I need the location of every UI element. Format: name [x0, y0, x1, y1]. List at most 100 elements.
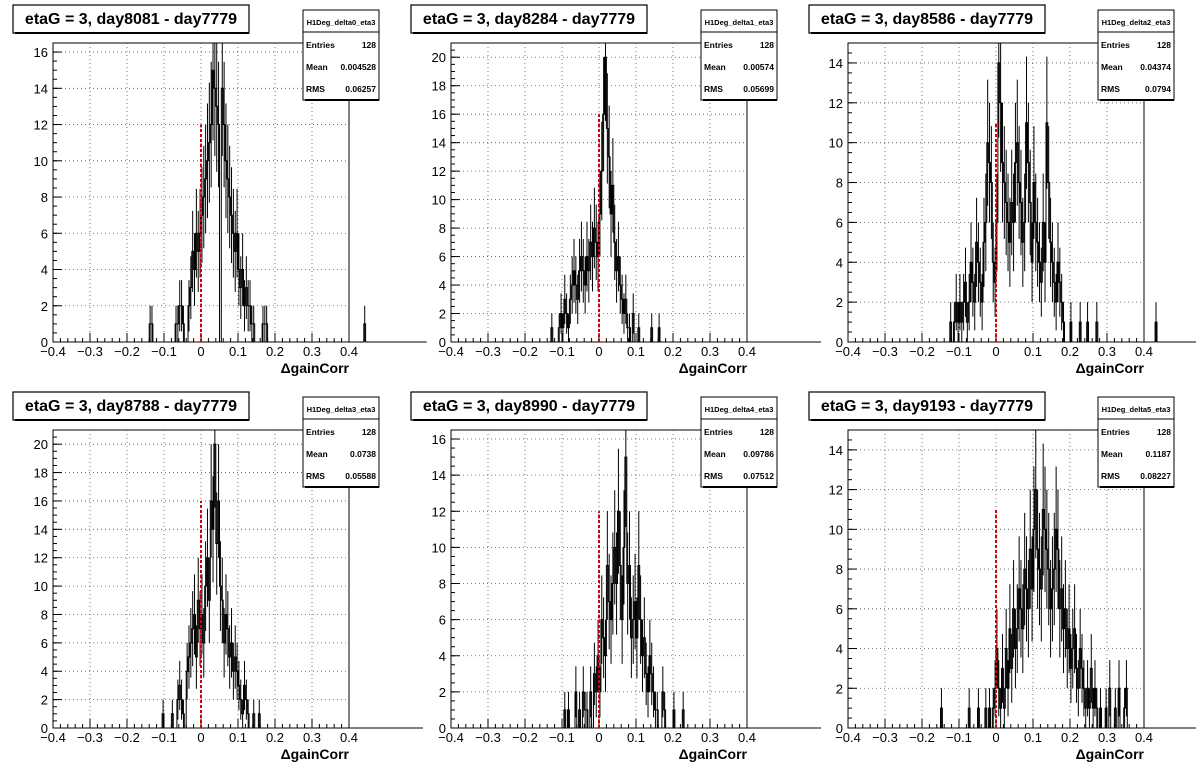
stats-box: H1Deg_delta4_eta3 Entries 128 Mean 0.09786 RM… — [700, 396, 778, 488]
stats-mean-label: Mean — [306, 62, 328, 72]
x-tick-label: −0.4 — [438, 344, 464, 359]
x-tick-label: −0.4 — [835, 344, 861, 359]
y-tick-label: 20 — [34, 437, 48, 452]
x-tick-label: 0.3 — [701, 730, 719, 745]
stats-entries-value: 128 — [1157, 40, 1171, 50]
stats-entries-value: 128 — [362, 40, 376, 50]
y-tick-label: 8 — [836, 562, 843, 577]
y-tick-label: 6 — [439, 613, 446, 628]
x-tick-label: −0.1 — [151, 344, 177, 359]
y-tick-label: 0 — [41, 335, 48, 350]
y-tick-label: 14 — [34, 81, 48, 96]
x-tick-label: 0.4 — [1135, 730, 1153, 745]
stats-entries-label: Entries — [306, 427, 335, 437]
stats-rms-value: 0.07512 — [743, 471, 774, 481]
y-tick-label: 4 — [41, 263, 48, 278]
y-tick-label: 2 — [836, 295, 843, 310]
stats-entries-value: 128 — [362, 427, 376, 437]
x-tick-label: −0.1 — [549, 344, 575, 359]
title-box — [808, 4, 1046, 34]
chart-title: etaG = 3, day8990 - day7779 — [423, 398, 635, 415]
x-tick-label: 0.3 — [1098, 344, 1116, 359]
y-tick-label: 16 — [432, 107, 446, 122]
y-tick-label: 2 — [41, 693, 48, 708]
stats-rms-label: RMS — [704, 84, 723, 94]
chart-panel-5: −0.4 −0.3 −0.2 −0.1 0 0.1 0.2 0.3 0.4 0 2 4 6 8 10 12 14… — [410, 391, 821, 762]
x-tick-label: 0.3 — [701, 344, 719, 359]
stats-mean-value: 0.1187 — [1145, 449, 1171, 459]
y-tick-label: 8 — [439, 577, 446, 592]
y-tick-label: 18 — [34, 466, 48, 481]
x-tick-label: −0.4 — [438, 730, 464, 745]
stats-rms-value: 0.0794 — [1145, 84, 1171, 94]
stats-entries-value: 128 — [1157, 427, 1171, 437]
y-tick-label: 4 — [41, 664, 48, 679]
stats-mean-value: 0.09786 — [743, 449, 774, 459]
y-tick-label: 0 — [836, 335, 843, 350]
stats-entries-value: 128 — [760, 40, 774, 50]
x-axis-label: ΔgainCorr — [1076, 746, 1145, 762]
x-tick-label: −0.1 — [946, 730, 972, 745]
chart-title: etaG = 3, day8788 - day7779 — [25, 398, 237, 415]
y-tick-label: 4 — [439, 649, 446, 664]
x-tick-label: 0 — [595, 730, 602, 745]
chart-panel-4: −0.4 −0.3 −0.2 −0.1 0 0.1 0.2 0.3 0.4 0 2 4 6 8 10 12 14… — [12, 391, 423, 762]
y-tick-label: 8 — [41, 190, 48, 205]
chart-panel-1: −0.4 −0.3 −0.2 −0.1 0 0.1 0.2 0.3 0.4 0 2 4 6 8 10 12 14… — [12, 4, 427, 376]
y-tick-label: 14 — [432, 468, 446, 483]
chart-title: etaG = 3, day9193 - day7779 — [821, 398, 1033, 415]
histogram-series — [848, 43, 1196, 343]
stats-rms-value: 0.06257 — [345, 84, 376, 94]
y-tick-label: 16 — [34, 494, 48, 509]
y-tick-label: 8 — [439, 221, 446, 236]
x-tick-label: −0.3 — [872, 344, 898, 359]
x-axis-label: ΔgainCorr — [281, 746, 350, 762]
x-tick-label: 0.1 — [229, 730, 247, 745]
x-tick-label: 0 — [992, 730, 999, 745]
y-tick-label: 4 — [836, 642, 843, 657]
x-tick-label: 0.2 — [664, 344, 682, 359]
stats-name: H1Deg_delta1_eta3 — [705, 18, 774, 27]
histogram-outline — [451, 56, 821, 343]
y-tick-label: 0 — [439, 335, 446, 350]
y-tick-label: 18 — [432, 79, 446, 94]
stats-box: H1Deg_delta3_eta3 Entries 128 Mean 0.0738 RMS… — [302, 396, 380, 488]
y-tick-label: 0 — [439, 721, 446, 736]
histogram-series — [451, 43, 821, 343]
y-tick-label: 16 — [34, 45, 48, 60]
stats-mean-label: Mean — [306, 449, 328, 459]
stats-name: H1Deg_delta3_eta3 — [307, 405, 376, 414]
x-axis-label: ΔgainCorr — [281, 360, 350, 376]
plot-frame — [52, 42, 350, 343]
title-box — [12, 4, 250, 34]
y-tick-label: 12 — [34, 118, 48, 133]
x-tick-label: 0.3 — [303, 344, 321, 359]
y-tick-label: 12 — [432, 504, 446, 519]
x-tick-label: 0.2 — [1061, 344, 1079, 359]
x-tick-label: −0.2 — [512, 730, 538, 745]
stats-name: H1Deg_delta2_eta3 — [1102, 18, 1171, 27]
y-tick-label: 6 — [41, 636, 48, 651]
x-tick-label: −0.3 — [475, 344, 501, 359]
x-tick-label: −0.4 — [40, 730, 66, 745]
stats-name: H1Deg_delta5_eta3 — [1102, 405, 1171, 414]
x-tick-label: 0.2 — [266, 344, 284, 359]
y-tick-label: 8 — [41, 607, 48, 622]
y-tick-label: 8 — [836, 176, 843, 191]
y-tick-label: 2 — [439, 307, 446, 322]
y-tick-label: 10 — [34, 154, 48, 169]
y-tick-label: 14 — [432, 136, 446, 151]
y-tick-label: 20 — [432, 50, 446, 65]
y-tick-label: 12 — [432, 164, 446, 179]
chart-panel-2: −0.4 −0.3 −0.2 −0.1 0 0.1 0.2 0.3 0.4 0 2 4 6 8 10 12 14… — [410, 4, 821, 376]
x-axis-label: ΔgainCorr — [679, 746, 748, 762]
x-tick-label: −0.2 — [114, 730, 140, 745]
stats-box: H1Deg_delta2_eta3 Entries 128 Mean 0.04374 RM… — [1097, 9, 1175, 101]
stats-box-frame — [1097, 9, 1175, 101]
chart-title: etaG = 3, day8284 - day7779 — [423, 11, 635, 28]
stats-box: H1Deg_delta0_eta3 Entries 128 Mean 0.004528 R… — [302, 9, 380, 101]
histogram-outline — [848, 62, 1196, 343]
y-tick-label: 12 — [34, 551, 48, 566]
y-tick-label: 0 — [41, 721, 48, 736]
stats-box-frame — [700, 396, 778, 488]
